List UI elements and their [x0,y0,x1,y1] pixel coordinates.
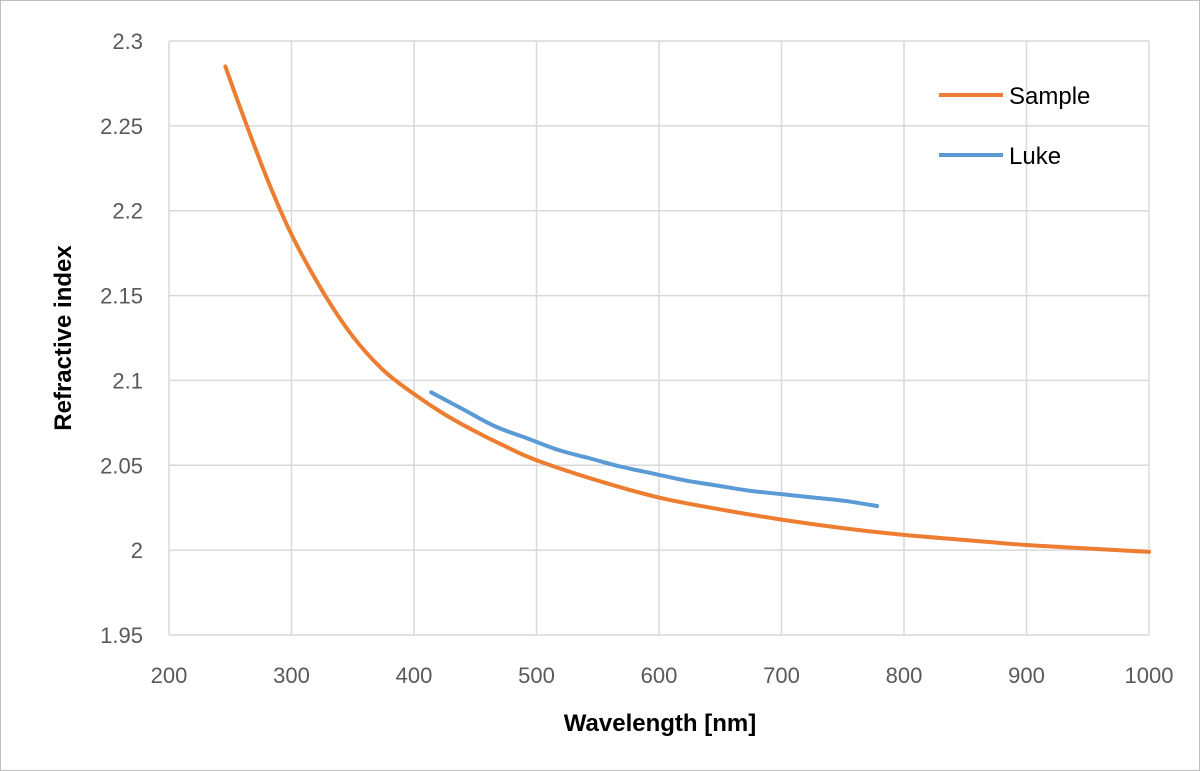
x-tick-label: 200 [151,663,188,688]
x-axis-title: Wavelength [nm] [564,710,756,737]
y-tick-label: 2.25 [100,114,143,139]
x-tick-label: 400 [396,663,433,688]
x-tick-label: 900 [1008,663,1045,688]
y-tick-label: 2.05 [100,453,143,478]
y-axis-title: Refractive index [50,245,77,431]
x-tick-label: 600 [641,663,678,688]
x-axis-ticks: 200 300 400 500 600 700 800 900 1000 [151,663,1174,688]
y-tick-label: 1.95 [100,623,143,648]
y-tick-label: 2.3 [112,29,143,54]
series-lines [223,64,1151,554]
y-tick-label: 2.1 [112,368,143,393]
x-tick-label: 1000 [1125,663,1174,688]
legend-label-luke: Luke [1009,143,1061,170]
x-tick-label: 500 [518,663,555,688]
x-tick-label: 300 [273,663,310,688]
x-tick-label: 800 [886,663,923,688]
grid-lines [168,40,1150,636]
x-tick-label: 700 [763,663,800,688]
legend-label-sample: Sample [1009,83,1090,110]
y-axis-ticks: 1.95 2 2.05 2.1 2.15 2.2 2.25 2.3 [100,29,143,648]
series-line-sample [223,64,1151,554]
y-tick-label: 2 [131,538,143,563]
y-tick-label: 2.15 [100,284,143,309]
y-tick-label: 2.2 [112,199,143,224]
legend: Sample Luke [939,83,1090,170]
series-line-luke [429,390,880,509]
